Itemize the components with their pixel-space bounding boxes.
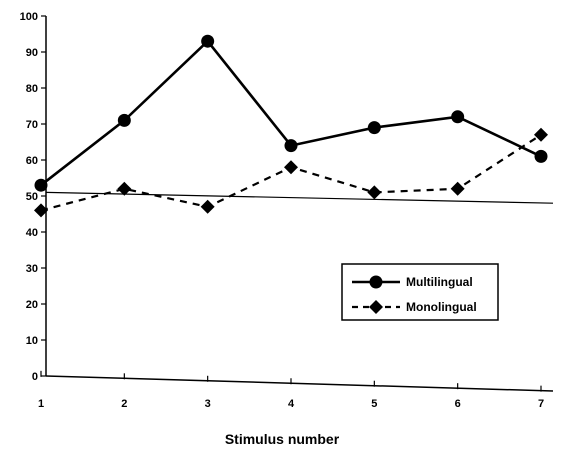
data-point: [201, 34, 215, 48]
x-tick-label: 3: [205, 398, 211, 410]
x-axis-line: [45, 375, 554, 392]
data-point: [34, 203, 48, 218]
x-tick-label: 4: [288, 398, 295, 410]
y-tick-label: 10: [26, 335, 38, 347]
legend-marker: [369, 275, 383, 289]
reference-line: [45, 191, 554, 204]
y-ticks: 0 10 20 30 40 50 60 70 80 90 100: [20, 11, 46, 383]
y-tick-label: 40: [26, 227, 38, 239]
legend-marker: [369, 300, 383, 314]
data-point: [367, 121, 381, 135]
data-point: [284, 160, 298, 175]
x-ticks: 1 2 3 4 5 6 7: [38, 370, 544, 410]
x-tick-label: 2: [121, 398, 127, 410]
y-tick-label: 20: [26, 299, 38, 311]
legend-label: Monolingual: [406, 300, 477, 314]
chart-axes: [45, 16, 554, 392]
series-group: [34, 34, 548, 218]
x-tick-label: 1: [38, 398, 44, 410]
series-monolingual: [34, 127, 548, 218]
data-point: [450, 181, 465, 196]
data-point: [117, 113, 131, 127]
x-tick-label: 5: [371, 398, 377, 410]
y-tick-label: 90: [26, 47, 38, 59]
y-tick-label: 100: [20, 11, 38, 23]
legend: Multilingual Monolingual: [341, 263, 499, 321]
y-tick-label: 0: [32, 371, 38, 383]
x-tick-label: 7: [538, 398, 544, 410]
legend-items: Multilingual Monolingual: [352, 275, 477, 314]
data-point: [284, 139, 298, 153]
data-point: [367, 185, 382, 200]
data-point: [200, 199, 215, 214]
data-point: [34, 178, 48, 192]
legend-label: Multilingual: [406, 275, 473, 289]
x-tick-label: 6: [455, 398, 461, 410]
y-tick-label: 60: [26, 155, 38, 167]
data-point: [534, 149, 548, 163]
reference-line-group: [45, 191, 554, 204]
data-point: [534, 127, 548, 142]
legend-box: [341, 263, 499, 321]
data-point: [117, 181, 132, 196]
y-tick-label: 70: [26, 119, 38, 131]
x-axis-title: Stimulus number: [225, 431, 340, 447]
series-multilingual: [34, 34, 548, 192]
y-tick-label: 30: [26, 263, 38, 275]
y-tick-label: 80: [26, 83, 38, 95]
data-point: [451, 110, 465, 124]
y-tick-label: 50: [26, 191, 38, 203]
